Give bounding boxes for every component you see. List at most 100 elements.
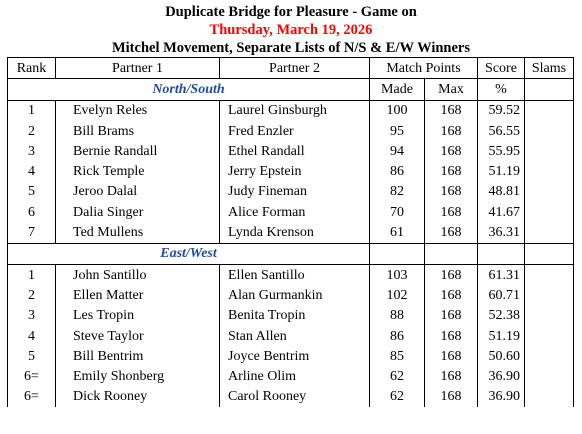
partner1-cell: Ellen Matter — [55, 285, 220, 306]
slams-cell — [524, 161, 574, 182]
score-cell: 51.19 — [477, 161, 525, 182]
partner1-cell: John Santillo — [55, 263, 220, 286]
rank-cell: 3 — [7, 305, 56, 326]
score-cell: 55.95 — [477, 141, 525, 162]
match-points-header: Match Points — [369, 56, 478, 80]
made-header: Made — [369, 78, 425, 101]
partner2-cell: Ethel Randall — [219, 141, 370, 162]
max-cell: 168 — [424, 202, 478, 223]
partner2-cell: Alan Gurmankin — [219, 285, 370, 306]
slams-cell — [524, 285, 574, 306]
score-cell: 36.31 — [477, 222, 525, 244]
max-cell: 168 — [424, 181, 478, 203]
slams-cell — [524, 366, 574, 387]
table-row: 3 Les Tropin Benita Tropin 88 168 52.38 — [7, 305, 574, 326]
slams-header: Slams — [524, 56, 574, 80]
percent-header: % — [477, 78, 525, 101]
table-row: 1 Evelyn Reles Laurel Ginsburgh 100 168 … — [7, 99, 574, 121]
rank-cell: 5 — [7, 181, 56, 203]
partner1-cell: Dick Rooney — [55, 386, 220, 408]
made-cell: 61 — [369, 222, 425, 244]
max-cell — [424, 242, 478, 265]
score-cell: 48.81 — [477, 181, 525, 203]
rank-cell: 5 — [7, 346, 56, 367]
made-cell: 95 — [369, 120, 425, 142]
partner2-cell: Alice Forman — [219, 202, 370, 223]
score-cell: 41.67 — [477, 202, 525, 223]
east-west-label: East/West — [7, 242, 370, 265]
made-cell: 70 — [369, 202, 425, 223]
table-row: 4 Steve Taylor Stan Allen 86 168 51.19 — [7, 325, 574, 347]
partner1-cell: Bill Brams — [55, 120, 220, 142]
max-cell: 168 — [424, 285, 478, 306]
rank-cell: 2 — [7, 120, 56, 142]
partner1-cell: Emily Shonberg — [55, 366, 220, 387]
partner2-cell: Jerry Epstein — [219, 161, 370, 182]
table-row: 2 Bill Brams Fred Enzler 95 168 56.55 — [7, 120, 574, 142]
max-header: Max — [424, 78, 478, 101]
table-row: 6 Dalia Singer Alice Forman 70 168 41.67 — [7, 202, 574, 223]
slams-cell — [524, 141, 574, 162]
partner2-cell: Arline Olim — [219, 366, 370, 387]
score-cell: 61.31 — [477, 263, 525, 286]
score-cell: 56.55 — [477, 120, 525, 142]
partner1-cell: Les Tropin — [55, 305, 220, 326]
column-header-row: Rank Partner 1 Partner 2 Match Points Sc… — [7, 56, 574, 80]
slams-cell — [524, 78, 574, 101]
made-cell: 100 — [369, 99, 425, 121]
max-cell: 168 — [424, 141, 478, 162]
slams-cell — [524, 242, 574, 265]
partner1-cell: Evelyn Reles — [55, 99, 220, 121]
score-cell: 51.19 — [477, 325, 525, 347]
partner1-cell: Dalia Singer — [55, 202, 220, 223]
max-cell: 168 — [424, 366, 478, 387]
slams-cell — [524, 120, 574, 142]
partner1-header: Partner 1 — [55, 56, 220, 80]
score-cell: 60.71 — [477, 285, 525, 306]
slams-cell — [524, 263, 574, 286]
north-south-section-row: North/South Made Max % — [7, 78, 574, 101]
made-cell: 102 — [369, 285, 425, 306]
score-cell: 50.60 — [477, 346, 525, 367]
max-cell: 168 — [424, 263, 478, 286]
max-cell: 168 — [424, 305, 478, 326]
game-date: Thursday, March 19, 2026 — [209, 22, 373, 38]
slams-cell — [524, 99, 574, 121]
score-cell: 36.90 — [477, 366, 525, 387]
slams-cell — [524, 305, 574, 326]
made-cell: 103 — [369, 263, 425, 286]
made-cell: 85 — [369, 346, 425, 367]
partner1-cell: Bill Bentrim — [55, 346, 220, 367]
rank-cell: 4 — [7, 161, 56, 182]
page-title: Duplicate Bridge for Pleasure - Game on — [165, 4, 417, 20]
partner1-cell: Ted Mullens — [55, 222, 220, 244]
max-cell: 168 — [424, 161, 478, 182]
made-cell: 62 — [369, 366, 425, 387]
made-cell: 86 — [369, 161, 425, 182]
partner2-cell: Stan Allen — [219, 325, 370, 347]
rank-cell: 4 — [7, 325, 56, 347]
slams-cell — [524, 202, 574, 223]
made-cell: 94 — [369, 141, 425, 162]
partner2-cell: Judy Fineman — [219, 181, 370, 203]
rank-cell: 1 — [7, 263, 56, 286]
rank-header: Rank — [7, 56, 56, 80]
rank-cell: 6= — [7, 366, 56, 387]
table-row: 4 Rick Temple Jerry Epstein 86 168 51.19 — [7, 161, 574, 182]
made-cell: 62 — [369, 386, 425, 408]
score-cell: 36.90 — [477, 386, 525, 408]
max-cell: 168 — [424, 386, 478, 408]
made-cell: 86 — [369, 325, 425, 347]
partner2-cell: Fred Enzler — [219, 120, 370, 142]
partner1-cell: Rick Temple — [55, 161, 220, 182]
partner2-cell: Benita Tropin — [219, 305, 370, 326]
score-cell: 59.52 — [477, 99, 525, 121]
slams-cell — [524, 386, 574, 408]
partner1-cell: Jeroo Dalal — [55, 181, 220, 203]
max-cell: 168 — [424, 325, 478, 347]
rank-cell: 3 — [7, 141, 56, 162]
partner2-cell: Lynda Krenson — [219, 222, 370, 244]
rank-cell: 6 — [7, 202, 56, 223]
slams-cell — [524, 181, 574, 203]
partner1-cell: Steve Taylor — [55, 325, 220, 347]
